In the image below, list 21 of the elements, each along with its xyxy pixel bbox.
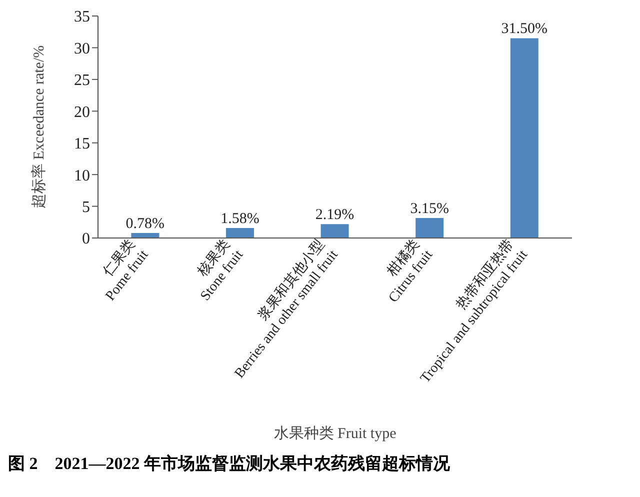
y-tick-label: 30 <box>74 40 90 58</box>
data-label: 31.50% <box>501 21 548 38</box>
data-label: 0.78% <box>126 216 165 232</box>
x-axis-title: 水果种类 Fruit type <box>274 425 397 442</box>
y-tick-label: 25 <box>74 72 90 90</box>
caption: 图 2 2021—2022 年市场监督监测水果中农药残留超标情况 <box>8 453 451 475</box>
y-tick-label: 20 <box>74 104 90 121</box>
bar <box>320 224 349 238</box>
y-tick-label: 0 <box>82 230 90 248</box>
data-label: 1.58% <box>220 210 260 227</box>
y-tick-label: 15 <box>74 136 90 153</box>
bar <box>416 218 444 238</box>
bar <box>131 233 160 238</box>
data-label: 2.19% <box>315 207 354 224</box>
y-axis-title: 超标率 Exceedance rate/% <box>30 45 48 209</box>
bar <box>226 228 254 238</box>
y-tick-label: 5 <box>82 198 90 216</box>
y-tick-label: 35 <box>74 8 90 26</box>
bar <box>510 38 538 238</box>
data-label: 3.15% <box>410 201 449 218</box>
y-tick-label: 10 <box>74 167 90 184</box>
